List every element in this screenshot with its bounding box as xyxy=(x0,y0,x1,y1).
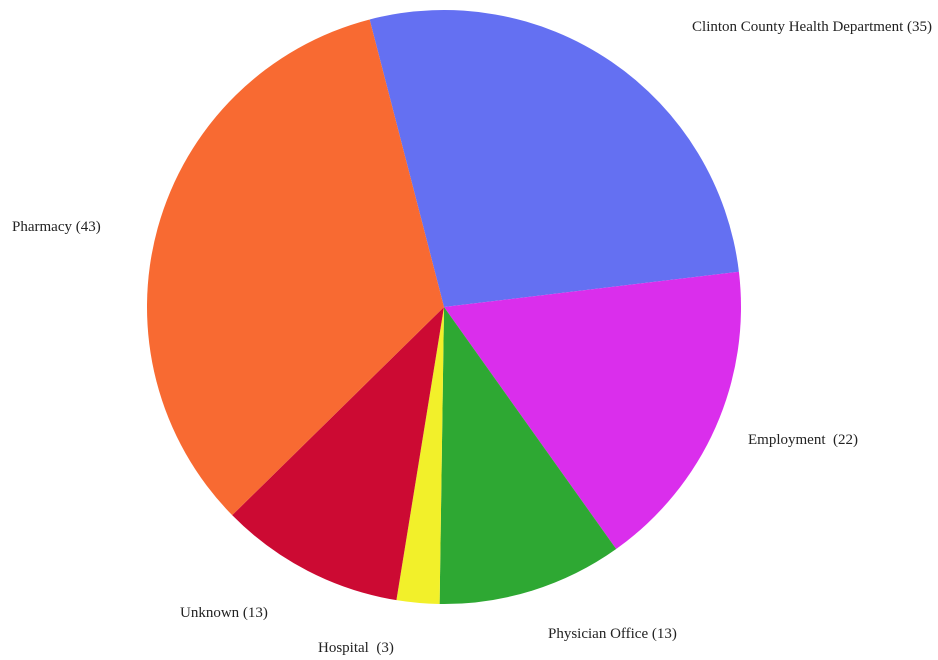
pie-slice-pharmacy[interactable] xyxy=(146,19,445,516)
pie-labels: Clinton County Health Department (35) Emp… xyxy=(12,19,932,656)
pie-slice-hospital[interactable] xyxy=(396,307,444,604)
slice-label-clinton-county-health-department: Clinton County Health Department (35) xyxy=(692,19,932,35)
pie-slices xyxy=(146,9,742,605)
slice-label-employment: Employment (22) xyxy=(748,432,858,448)
slice-label-pharmacy: Pharmacy (43) xyxy=(12,219,101,235)
pie-slice-clinton-county-health-department[interactable] xyxy=(369,9,739,307)
pie-slice-unknown[interactable] xyxy=(232,307,444,601)
slice-label-hospital: Hospital (3) xyxy=(318,640,394,656)
slice-label-unknown: Unknown (13) xyxy=(180,605,268,621)
pie-slice-employment[interactable] xyxy=(444,271,742,549)
pie-slice-physician-office[interactable] xyxy=(439,307,617,605)
slice-label-physician-office: Physician Office (13) xyxy=(548,626,677,642)
